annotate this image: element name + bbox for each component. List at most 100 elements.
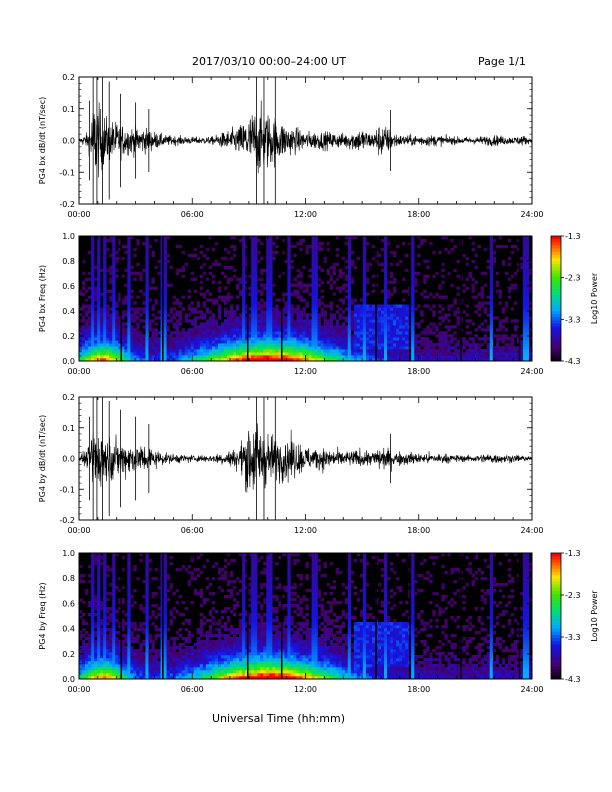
spectrogram-cell bbox=[79, 352, 83, 356]
spectrogram-cell bbox=[489, 304, 494, 308]
spectrogram-cell bbox=[230, 346, 234, 350]
spectrogram-cell bbox=[202, 643, 207, 647]
spectrogram-cell bbox=[163, 559, 167, 563]
spectrogram-cell bbox=[528, 355, 533, 359]
spectrogram-cell bbox=[100, 562, 104, 566]
spectrogram-cell bbox=[254, 328, 258, 332]
spectrogram-cell bbox=[257, 355, 261, 359]
spectrogram-cell bbox=[130, 289, 134, 293]
spectrogram-cell bbox=[245, 337, 249, 341]
spectrogram-cell bbox=[181, 355, 185, 359]
spectrogram-cell bbox=[341, 301, 346, 305]
spectrogram-cell bbox=[507, 262, 512, 267]
spectrogram-cell bbox=[275, 349, 279, 353]
spectrogram-cell bbox=[100, 634, 104, 638]
spectrogram-cell bbox=[184, 607, 189, 611]
spectrogram-cell bbox=[365, 292, 370, 296]
spectrogram-cell bbox=[145, 343, 149, 347]
spectrogram-cell bbox=[525, 349, 530, 353]
spectrogram-cell bbox=[483, 307, 487, 311]
spectrogram-cell bbox=[510, 244, 515, 249]
spectrogram-cell bbox=[169, 352, 173, 356]
spectrogram-cell bbox=[127, 253, 131, 258]
spectrogram-cell bbox=[387, 328, 391, 332]
spectrogram-cell bbox=[489, 307, 494, 311]
spectrogram-cell bbox=[145, 598, 149, 602]
spectrogram-cell bbox=[492, 316, 497, 320]
spectrogram-cell bbox=[432, 355, 436, 359]
spectrogram-cell bbox=[281, 310, 285, 314]
spectrogram-cell bbox=[474, 310, 478, 314]
spectrogram-cell bbox=[432, 274, 436, 278]
spectrogram-cell bbox=[296, 346, 300, 350]
spectrogram-cell bbox=[489, 253, 494, 258]
spectrogram-cell bbox=[242, 286, 246, 290]
spectrogram-cell bbox=[220, 337, 225, 341]
spectrogram-cell bbox=[112, 349, 116, 353]
spectrogram-cell bbox=[169, 331, 173, 335]
spectrogram-cell bbox=[486, 259, 491, 264]
spectrogram-cell bbox=[365, 349, 370, 353]
spectrogram-cell bbox=[384, 277, 388, 281]
spectrogram-cell bbox=[314, 247, 318, 252]
spectrogram-cell bbox=[145, 553, 149, 557]
spectrogram-cell bbox=[142, 607, 146, 611]
spectrogram-cell bbox=[112, 556, 116, 560]
spectrogram-cell bbox=[112, 577, 116, 581]
spectrogram-cell bbox=[266, 241, 270, 246]
spectrogram-cell bbox=[193, 307, 198, 311]
spectrogram-cell bbox=[254, 236, 258, 240]
spectrogram-cell bbox=[175, 346, 179, 350]
spectrogram-cell bbox=[148, 667, 152, 671]
spectrogram-cell bbox=[163, 250, 167, 255]
spectrogram-cell bbox=[211, 247, 216, 252]
spectrogram-cell bbox=[91, 325, 95, 329]
spectrogram-cell bbox=[94, 595, 98, 599]
spectrogram-cell bbox=[474, 352, 478, 356]
spectrogram-cell bbox=[124, 637, 128, 641]
spectrogram-cell bbox=[154, 670, 158, 674]
spectrogram-cell bbox=[91, 298, 95, 302]
spectrogram-cell bbox=[405, 253, 409, 258]
spectrogram-cell bbox=[172, 331, 176, 335]
spectrogram-cell bbox=[299, 295, 303, 299]
spectrogram-cell bbox=[347, 310, 352, 314]
spectrogram-cell bbox=[199, 595, 204, 599]
spectrogram-cell bbox=[127, 340, 131, 344]
spectrogram-cell bbox=[522, 298, 527, 302]
spectrogram-cell bbox=[314, 322, 318, 326]
spectrogram-cell bbox=[477, 352, 481, 356]
spectrogram-cell bbox=[266, 355, 270, 359]
spectrogram-cell bbox=[519, 352, 524, 356]
spectrogram-cell bbox=[314, 295, 318, 299]
spectrogram-cell bbox=[178, 595, 182, 599]
spectrogram-cell bbox=[254, 298, 258, 302]
spectrogram-cell bbox=[414, 358, 418, 362]
spectrogram-cell bbox=[254, 274, 258, 278]
spectrogram-cell bbox=[211, 316, 216, 320]
spectrogram-cell bbox=[142, 622, 146, 626]
spectrogram-cell bbox=[390, 355, 394, 359]
spectrogram-cell bbox=[145, 292, 149, 296]
spectrogram-cell bbox=[260, 307, 264, 311]
spectrogram-cell bbox=[272, 250, 276, 255]
spectrogram-cell bbox=[522, 238, 527, 243]
spectrogram-cell bbox=[260, 319, 264, 323]
spectrogram-cell bbox=[154, 322, 158, 326]
spectrogram-cell bbox=[242, 256, 246, 261]
spectrogram-cell bbox=[528, 352, 533, 356]
spectrogram-cell bbox=[112, 643, 116, 647]
spectrogram-cell bbox=[112, 652, 116, 656]
spectrogram-cell bbox=[109, 631, 113, 635]
spectrogram-cell bbox=[154, 649, 158, 653]
spectrogram-cell bbox=[281, 319, 285, 323]
spectrogram-cell bbox=[88, 676, 92, 680]
spectrogram-cell bbox=[450, 352, 454, 356]
spectrogram-cell bbox=[199, 274, 204, 278]
spectrogram-cell bbox=[317, 328, 321, 332]
spectrogram-cell bbox=[356, 316, 361, 320]
spectrogram-cell bbox=[281, 271, 285, 275]
spectrogram-cell bbox=[468, 331, 472, 335]
spectrogram-cell bbox=[365, 316, 370, 320]
spectrogram-cell bbox=[202, 271, 207, 275]
